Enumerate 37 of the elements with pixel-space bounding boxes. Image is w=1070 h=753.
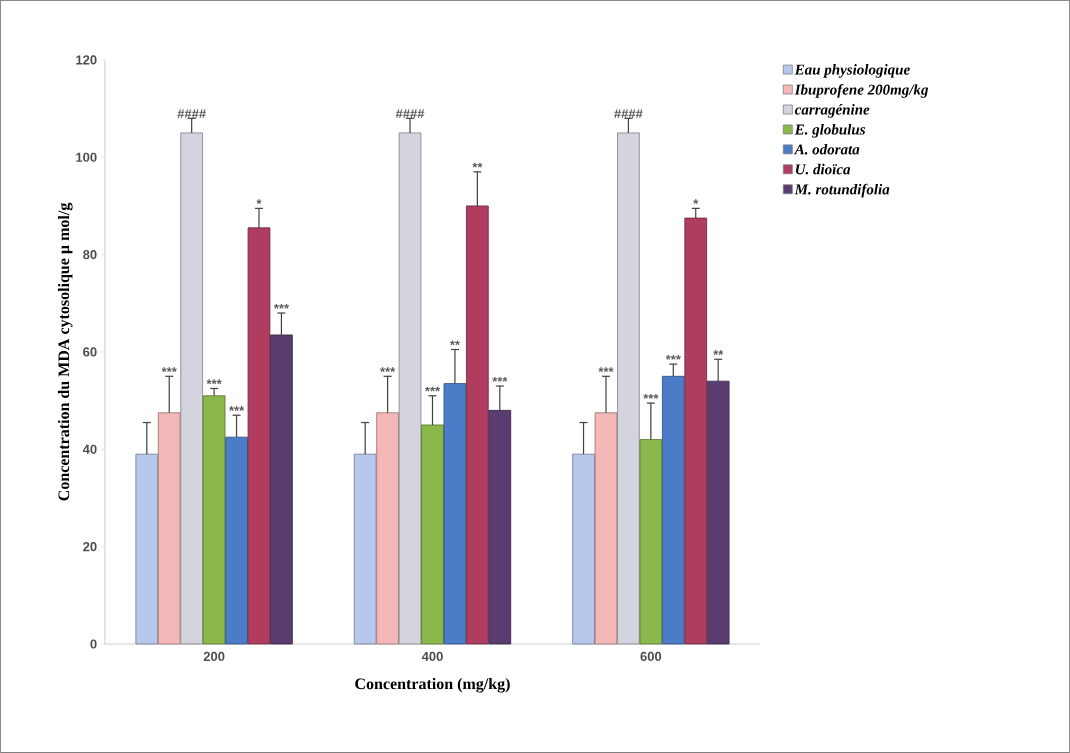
legend-label: Eau physiologique: [794, 64, 910, 78]
y-tick-label: 20: [83, 542, 97, 552]
data-label: ***: [161, 367, 177, 373]
y-tick-label: 120: [76, 55, 97, 65]
x-tick-label: 600: [640, 651, 662, 662]
y-axis-title: Concentration du MDA cytosolique µ mol/g: [57, 202, 73, 501]
legend-label: M. rotundifolia: [794, 183, 890, 198]
x-tick-label: 400: [421, 651, 443, 662]
data-label: ***: [273, 303, 290, 309]
data-label: ####: [395, 109, 425, 119]
data-label: ***: [598, 367, 614, 373]
data-label: ***: [229, 406, 245, 411]
data-label: ***: [424, 386, 441, 392]
data-label: ***: [206, 379, 222, 385]
legend-label: Ibuprofene 200mg/kg: [794, 84, 929, 98]
y-tick-label: 40: [82, 444, 97, 454]
data-label: **: [472, 162, 483, 168]
x-axis-title: Concentration (mg/kg): [355, 677, 510, 693]
legend-label: U. dioïca: [795, 163, 851, 175]
data-label: **: [449, 340, 460, 346]
data-label: ***: [665, 355, 681, 360]
data-label: *: [256, 199, 262, 205]
data-label: *: [693, 199, 699, 205]
legend-label: carragénine: [794, 104, 870, 118]
data-label: ####: [614, 109, 643, 119]
data-label: ***: [643, 393, 659, 399]
data-label: ***: [380, 367, 396, 373]
y-tick-label: 100: [76, 152, 97, 162]
y-tick-label: 80: [83, 250, 97, 260]
y-tick-label: 0: [90, 639, 97, 649]
legend-label: E. globulus: [794, 124, 866, 138]
legend-label: A. odorata: [793, 143, 860, 155]
x-tick-label: 200: [203, 651, 225, 662]
y-tick-label: 60: [83, 347, 97, 357]
data-label: ####: [177, 109, 206, 119]
data-label: ***: [492, 376, 508, 382]
data-label: **: [713, 350, 724, 355]
